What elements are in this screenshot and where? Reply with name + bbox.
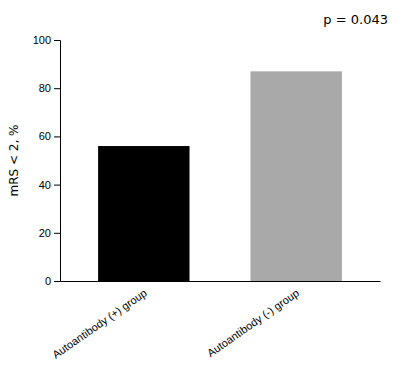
y-tick-mark: [54, 88, 60, 89]
y-tick: 80: [39, 82, 60, 94]
y-tick-mark: [54, 185, 60, 186]
chart: 020406080100Autoantibody (+) groupAutoan…: [0, 0, 400, 386]
y-tick: 100: [33, 34, 60, 46]
x-axis: Autoantibody (+) group Autoantibody (-) g…: [50, 281, 380, 361]
y-tick: 0: [45, 275, 60, 287]
bar: [250, 71, 341, 281]
x-axis-line: [61, 281, 381, 282]
y-tick: 40: [39, 179, 60, 191]
y-tick-label: 0: [45, 275, 51, 287]
bar: [98, 146, 189, 281]
y-tick-label: 80: [39, 82, 51, 94]
x-tick-label: Autoantibody (+) group: [50, 286, 149, 360]
x-tick: Autoantibody (+) group: [50, 281, 149, 361]
x-tick: Autoantibody (-) group: [205, 281, 302, 359]
bars: [98, 71, 342, 281]
y-tick-label: 100: [33, 34, 51, 46]
y-tick-mark: [54, 136, 60, 137]
annotation: p = 0.043: [323, 12, 388, 27]
y-tick-mark: [54, 40, 60, 41]
y-tick-label: 60: [39, 130, 51, 142]
y-tick-mark: [54, 281, 60, 282]
y-axis-title: mRS < 2, %: [7, 125, 21, 197]
y-tick-mark: [54, 233, 60, 234]
y-tick-label: 40: [39, 179, 51, 191]
y-tick: 20: [39, 227, 60, 239]
plot: 020406080100Autoantibody (+) groupAutoan…: [33, 34, 381, 361]
y-tick: 60: [39, 130, 60, 142]
x-tick-label: Autoantibody (-) group: [205, 286, 302, 359]
y-axis-line: [54, 41, 61, 282]
y-axis: 0 20 40 60 80 100: [33, 34, 61, 287]
y-tick-label: 20: [39, 227, 51, 239]
